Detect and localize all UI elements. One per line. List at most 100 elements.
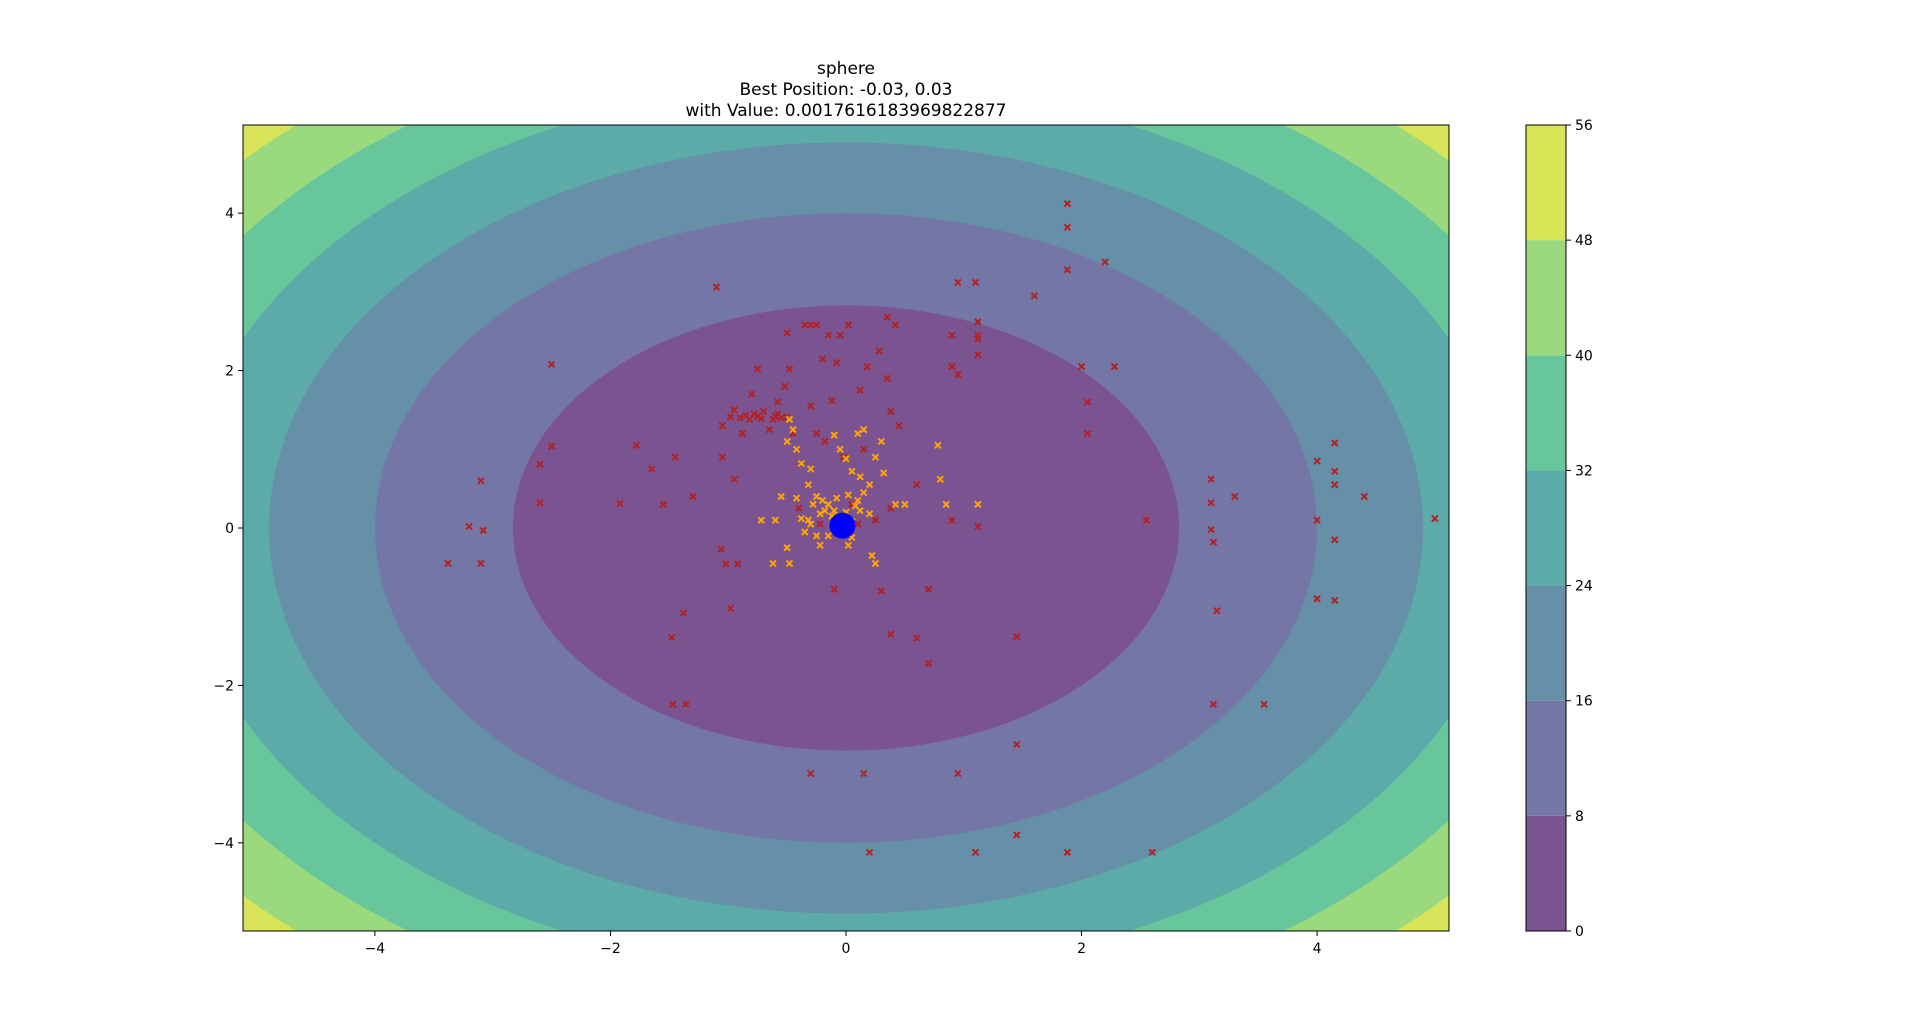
- particle-early: [730, 475, 738, 483]
- particle-late: [806, 520, 815, 528]
- particle-early: [659, 500, 668, 509]
- particle-late: [871, 453, 880, 461]
- particle-late: [871, 559, 880, 568]
- particle-late: [848, 467, 856, 476]
- colorbar-band-0: [1526, 815, 1566, 931]
- particle-early: [712, 283, 721, 291]
- particle-late: [804, 481, 813, 489]
- particle-early: [718, 421, 727, 430]
- particle-early: [954, 370, 962, 379]
- particle-early: [689, 492, 697, 501]
- colorbar-tick-label: 24: [1575, 579, 1593, 595]
- particle-early: [682, 700, 690, 709]
- particle-late: [816, 510, 824, 518]
- particle-early: [887, 630, 895, 638]
- particle-late: [769, 559, 777, 568]
- particle-late: [830, 431, 838, 439]
- particle-early: [877, 587, 886, 595]
- particle-late: [824, 500, 833, 509]
- particle-early: [444, 559, 452, 568]
- colorbar-tick-label: 56: [1575, 118, 1593, 134]
- particle-early: [1063, 266, 1072, 274]
- particle-early: [1213, 606, 1221, 615]
- particle-early: [1148, 848, 1156, 856]
- particle-late: [936, 475, 944, 483]
- particle-late: [859, 488, 868, 497]
- colorbar-band-5: [1526, 240, 1566, 356]
- particle-late: [859, 425, 868, 434]
- particle-early: [875, 347, 883, 355]
- colorbar-band-3: [1526, 470, 1566, 586]
- particle-late: [836, 445, 844, 453]
- particle-early: [806, 769, 815, 778]
- y-tick-label: −2: [213, 678, 234, 694]
- particle-early: [669, 700, 677, 709]
- particle-late: [785, 415, 794, 424]
- particle-early: [785, 365, 794, 373]
- particle-early: [1083, 429, 1092, 438]
- particle-early: [859, 445, 868, 453]
- particle-early: [844, 321, 853, 329]
- colorbar-tick-label: 0: [1575, 924, 1584, 940]
- particle-late: [812, 492, 821, 501]
- particle-early: [1063, 200, 1072, 208]
- particle-early: [753, 365, 762, 373]
- particles-late: [757, 415, 982, 568]
- particle-early: [671, 453, 679, 461]
- particle-early: [1063, 223, 1072, 232]
- particle-early: [865, 848, 874, 856]
- colorbar-tick-label: 16: [1575, 694, 1593, 710]
- particle-late: [818, 496, 827, 505]
- plot-area: −4 −2 0 2 4 −4 −2 0 2 4: [213, 124, 1450, 957]
- particle-late: [844, 541, 853, 550]
- particle-early: [895, 421, 903, 430]
- particle-early: [795, 504, 803, 513]
- particle-early: [1331, 596, 1339, 605]
- particle-early: [647, 465, 656, 473]
- particle-early: [854, 520, 862, 528]
- particle-early: [759, 407, 768, 416]
- particle-early: [616, 499, 624, 508]
- particle-early: [836, 331, 844, 339]
- x-tick-label: −2: [600, 941, 621, 957]
- particle-early: [783, 329, 791, 337]
- particle-early: [679, 609, 688, 617]
- particle-early: [948, 362, 956, 371]
- particle-early: [547, 360, 556, 368]
- particle-early: [745, 415, 754, 424]
- particle-late: [974, 500, 982, 509]
- particle-early: [824, 331, 833, 339]
- particle-early: [924, 659, 933, 668]
- particle-late: [812, 532, 821, 540]
- x-tick-label: 2: [1077, 941, 1086, 957]
- particle-late: [942, 500, 950, 509]
- particle-early: [948, 516, 956, 524]
- particle-early: [1110, 362, 1119, 371]
- particle-early: [465, 522, 473, 531]
- colorbar-band-4: [1526, 355, 1566, 471]
- x-tick-label: 0: [842, 941, 851, 957]
- particle-late: [777, 492, 785, 501]
- particle-late: [797, 459, 805, 468]
- colorbar-tick-label: 48: [1575, 233, 1593, 249]
- particle-late: [783, 437, 791, 446]
- particle-early: [726, 604, 735, 612]
- particle-early: [812, 429, 821, 438]
- particle-early: [1013, 831, 1021, 839]
- particle-late: [789, 425, 797, 434]
- particle-early: [806, 321, 815, 329]
- particle-early: [954, 769, 962, 778]
- particle-early: [974, 351, 982, 359]
- particle-early: [1063, 848, 1072, 856]
- particle-early: [1230, 492, 1239, 501]
- particle-early: [1209, 700, 1218, 709]
- particle-late: [865, 481, 874, 489]
- particle-early: [1207, 525, 1215, 534]
- particle-early: [887, 407, 895, 416]
- particle-early: [1207, 475, 1215, 483]
- particle-late: [792, 494, 801, 502]
- title-line-2: Best Position: -0.03, 0.03: [739, 80, 952, 100]
- particle-early: [1360, 492, 1368, 501]
- particle-early: [859, 769, 868, 778]
- particle-late: [879, 469, 888, 477]
